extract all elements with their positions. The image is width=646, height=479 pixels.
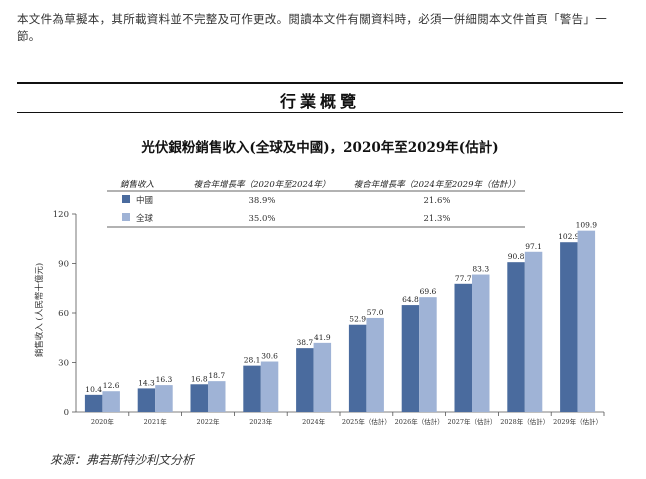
bar-label-china-4: 38.7 [296, 338, 313, 347]
x-tick-label-3: 2023年 [249, 417, 273, 426]
bar-china-7 [454, 283, 472, 412]
x-tick-label-4: 2024年 [302, 417, 326, 426]
chart-bars: 10.4 12.6 14.3 16.3 16.8 18.7 28.1 30.6 38.741.9… [84, 221, 598, 412]
bar-label-china-5: 52.9 [349, 315, 366, 324]
x-tick-label-1: 2021年 [144, 417, 168, 426]
bar-label-china-0: 10.4 [85, 385, 102, 394]
bar-china-4 [296, 348, 314, 412]
section-rule-top [17, 82, 623, 84]
legend-cagr-hist-china: 38.9% [248, 196, 275, 206]
bar-china-3 [243, 365, 261, 412]
bar-label-china-1: 14.3 [138, 378, 155, 387]
bar-label-global-7: 83.3 [472, 265, 489, 274]
legend-header-cagr-hist: 複合年增長率（2020年至2024年） [194, 179, 331, 190]
chart-title: 光伏銀粉銷售收入(全球及中國)，2020年至2029年(估計) [141, 140, 499, 156]
y-tick-label-1: 30 [58, 359, 69, 369]
bar-china-6 [401, 305, 420, 412]
y-axis-title: 銷售收入 (人民幣十億元) [34, 263, 45, 357]
bar-global-7 [472, 274, 490, 412]
legend-label-global: 全球 [136, 213, 154, 224]
bar-label-china-3: 28.1 [244, 356, 261, 365]
bar-label-global-0: 12.6 [103, 381, 120, 390]
source-note: 來源：弗若斯特沙利文分析 [50, 453, 195, 467]
bar-label-global-5: 57.0 [367, 308, 384, 317]
y-tick-label-2: 60 [58, 309, 69, 319]
section-rule-bottom [17, 112, 623, 113]
bar-china-5 [348, 324, 367, 412]
bar-label-china-9: 102.9 [558, 232, 580, 241]
bar-label-china-8: 90.8 [508, 252, 525, 261]
bar-label-global-8: 97.1 [525, 242, 542, 251]
y-tick-label-4: 120 [53, 210, 69, 220]
x-tick-label-0: 2020年 [91, 417, 115, 426]
legend-cagr-hist-global: 35.0% [248, 214, 275, 224]
legend-table: 銷售收入 複合年增長率（2020年至2024年） 複合年增長率（2024年至20… [107, 179, 525, 228]
legend-label-china: 中國 [136, 195, 153, 206]
x-tick-label-6: 2026年（估計） [395, 417, 444, 426]
bar-global-4 [313, 342, 332, 412]
bar-label-global-4: 41.9 [314, 333, 331, 342]
bar-label-china-2: 16.8 [191, 374, 208, 383]
y-tick-label-3: 90 [58, 260, 69, 270]
bar-label-global-6: 69.6 [420, 287, 437, 296]
legend-swatch-china [122, 195, 130, 203]
section-title: 行業概覽 [279, 92, 360, 111]
bar-global-5 [366, 317, 384, 412]
bar-china-0 [84, 394, 103, 412]
bar-global-9 [577, 230, 596, 412]
bar-global-3 [260, 361, 279, 412]
x-tick-label-2: 2022年 [196, 417, 220, 426]
legend-cagr-fcst-china: 21.6% [423, 196, 450, 206]
y-tick-label-0: 0 [64, 408, 69, 418]
bar-label-global-9: 109.9 [576, 221, 598, 230]
legend-cagr-fcst-global: 21.3% [423, 214, 450, 224]
bar-global-6 [419, 297, 437, 412]
bar-china-8 [507, 262, 525, 412]
legend-header-cagr-fcst: 複合年增長率（2024年至2029年（估計）） [354, 179, 521, 190]
bar-china-1 [137, 388, 156, 412]
bar-global-2 [208, 381, 226, 412]
bar-label-china-7: 77.7 [455, 274, 472, 283]
draft-disclaimer: 本文件為草擬本，其所載資料並不完整及可作更改。閱讀本文件有關資料時，必須一併細閱… [17, 12, 607, 43]
x-tick-label-7: 2027年（估計） [447, 417, 496, 426]
bar-label-global-1: 16.3 [156, 375, 173, 384]
bar-label-china-6: 64.8 [402, 295, 419, 304]
x-tick-label-8: 2028年（估計） [500, 417, 549, 426]
x-tick-label-5: 2025年（估計） [342, 417, 391, 426]
bar-label-global-2: 18.7 [208, 371, 225, 380]
legend-header-name: 銷售收入 [120, 179, 155, 190]
bar-label-global-3: 30.6 [261, 352, 278, 361]
bar-china-9 [560, 242, 578, 412]
x-tick-label-9: 2029年（估計） [553, 417, 602, 426]
bar-global-0 [102, 391, 120, 412]
bar-china-2 [190, 384, 208, 412]
bar-global-1 [155, 385, 173, 412]
legend-swatch-global [122, 213, 130, 221]
bar-global-8 [524, 251, 543, 412]
